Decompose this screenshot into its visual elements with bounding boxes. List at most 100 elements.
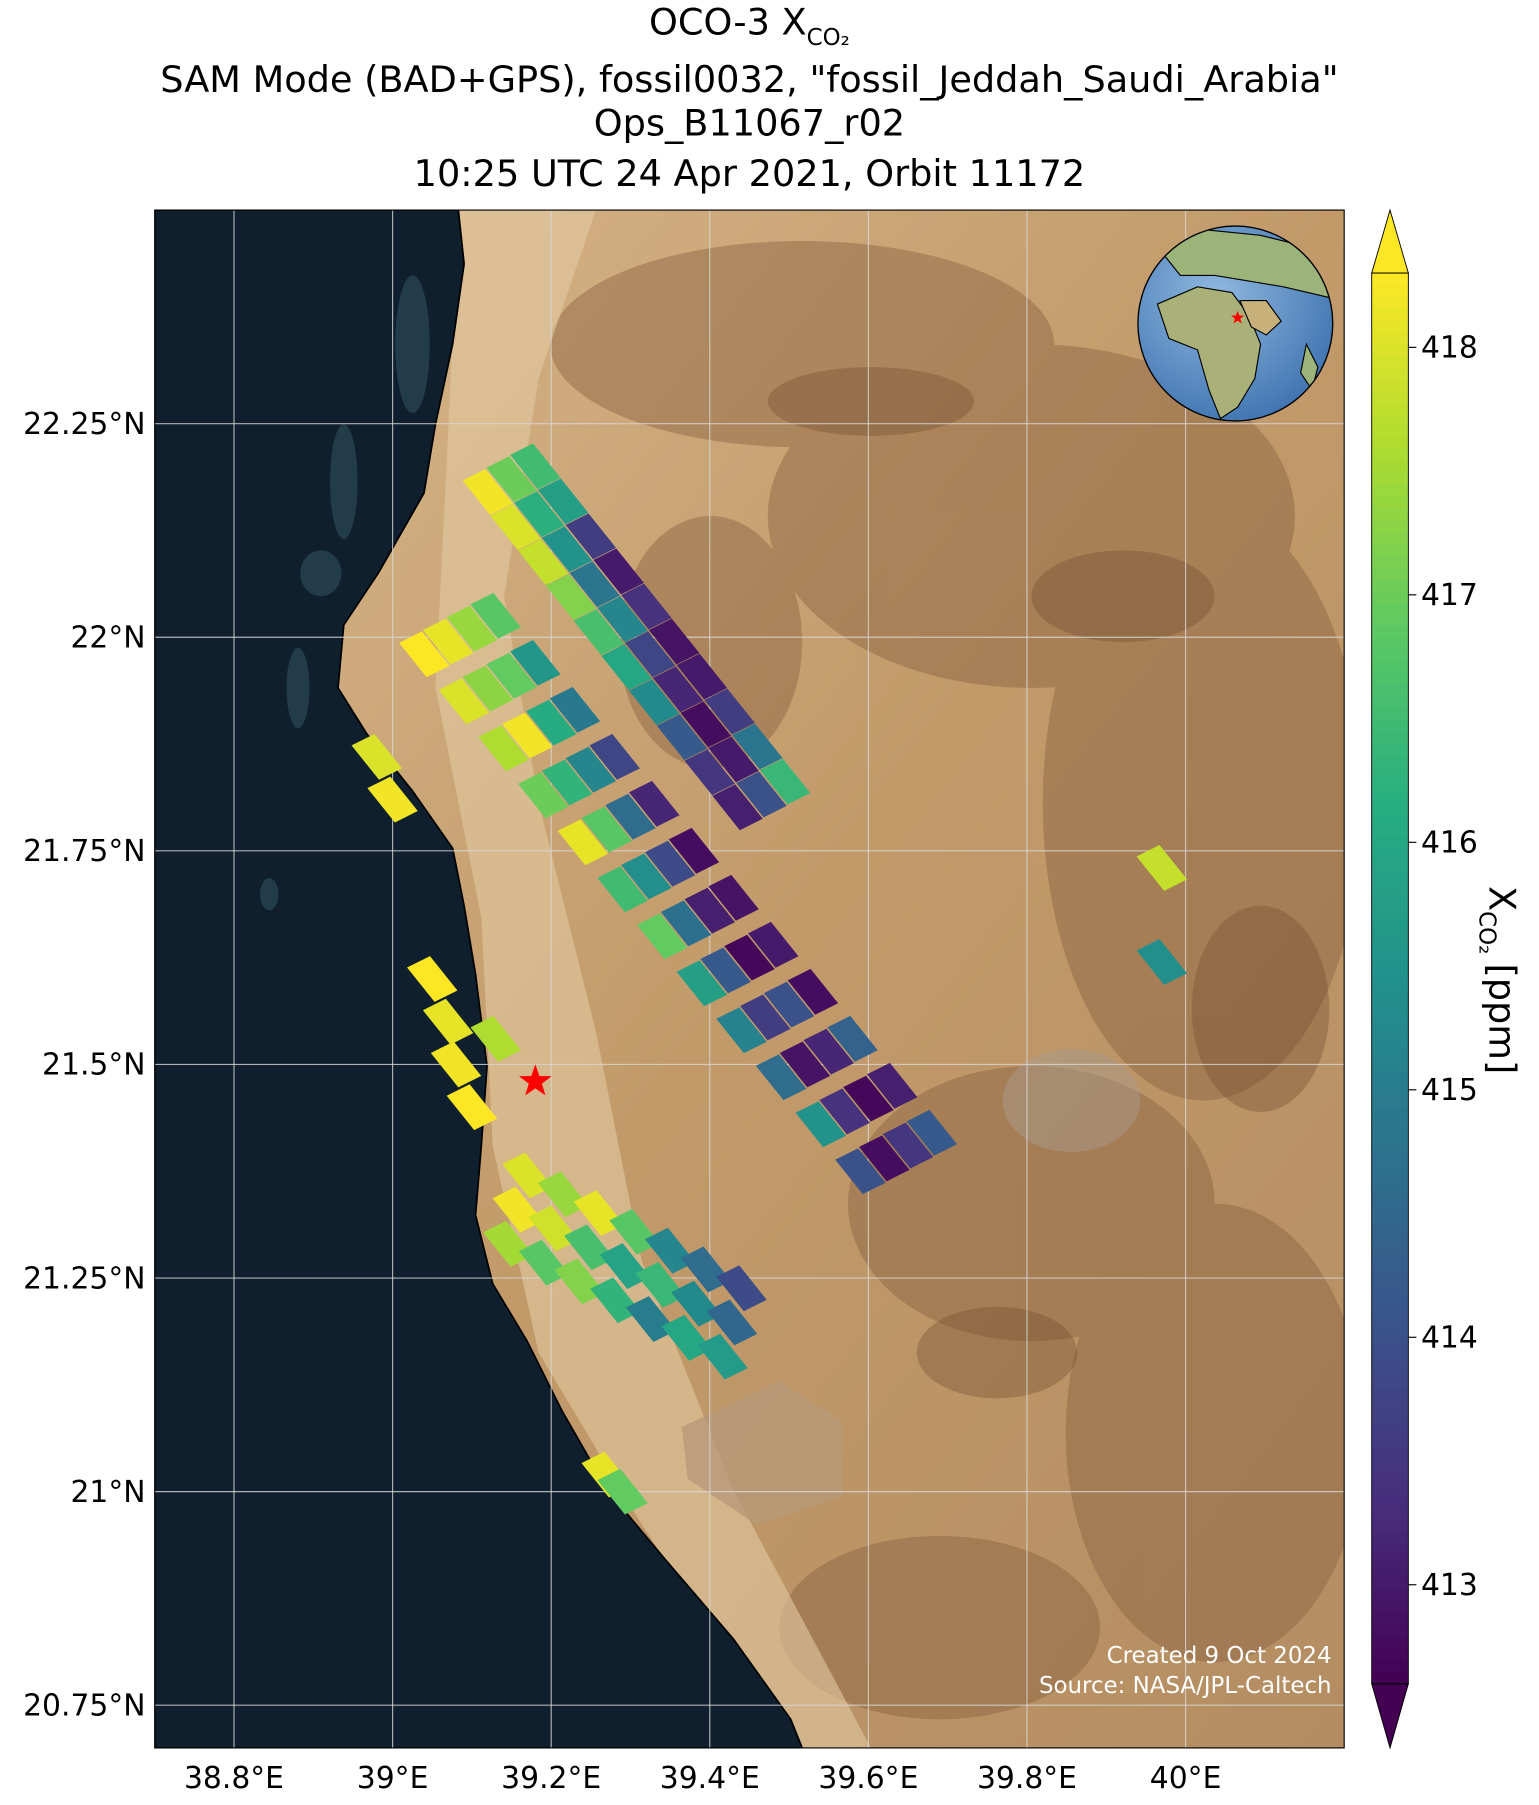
colorbar-step — [1371, 1025, 1409, 1038]
sounding — [697, 1333, 748, 1380]
colorbar-tick-label: 415 — [1421, 1073, 1478, 1108]
colorbar-step — [1371, 1307, 1409, 1321]
colorbar-step — [1371, 1554, 1409, 1567]
colorbar-step — [1371, 1660, 1409, 1673]
colorbar-step — [1371, 1648, 1409, 1661]
sounding — [486, 456, 537, 503]
colorbar-label: XCO₂ [ppm] — [1473, 886, 1523, 1074]
sounding — [882, 1122, 934, 1169]
x-tick-label: 40°E — [1150, 1761, 1222, 1796]
colorbar-step — [1371, 1378, 1409, 1391]
colorbar-step — [1371, 1237, 1409, 1250]
globe-target — [1231, 310, 1245, 324]
colorbar-step — [1371, 1295, 1409, 1309]
sounding — [748, 921, 799, 968]
sounding — [906, 1109, 958, 1156]
colorbar-step — [1371, 390, 1409, 404]
colorbar-step — [1371, 860, 1409, 874]
colorbar-step — [1371, 378, 1409, 392]
colorbar-step — [1371, 1577, 1409, 1591]
colorbar-step — [1371, 296, 1409, 310]
sounding — [518, 1239, 570, 1286]
colorbar-step — [1371, 555, 1409, 568]
sounding — [656, 714, 708, 761]
sounding — [661, 1314, 713, 1361]
soundings — [351, 443, 1188, 1515]
sounding — [569, 561, 621, 608]
colorbar-step — [1371, 1213, 1409, 1226]
target-marker — [518, 1064, 552, 1096]
sounding — [644, 840, 696, 887]
sounding — [554, 1258, 605, 1305]
sounding — [446, 1084, 498, 1131]
colorbar-step — [1371, 649, 1409, 662]
sounding — [462, 665, 513, 712]
ridges — [767, 367, 1330, 1399]
colorbar-step — [1371, 1084, 1409, 1097]
sounding — [478, 725, 529, 772]
sounding — [625, 1296, 677, 1342]
colorbar-step — [1371, 1624, 1409, 1638]
sounding — [700, 947, 751, 994]
colorbar-step — [1371, 931, 1409, 944]
colorbar-step — [1371, 1095, 1409, 1109]
sounding — [648, 618, 700, 665]
colorbar-tick-label: 417 — [1421, 578, 1478, 613]
colorbar-step — [1371, 1636, 1409, 1650]
sounding — [644, 1227, 696, 1274]
sounding — [490, 504, 541, 550]
sounding — [581, 806, 632, 853]
sounding — [541, 526, 593, 573]
colorbar-step — [1371, 1601, 1409, 1614]
sounding — [763, 981, 815, 1028]
sounding — [795, 1101, 847, 1148]
sounding — [652, 666, 704, 713]
sounding — [590, 1277, 641, 1324]
colorbar-step — [1371, 1460, 1409, 1473]
subtitle: Ops_B11067_r02 — [594, 102, 905, 145]
sounding — [819, 1088, 870, 1135]
colorbar-step — [1371, 978, 1409, 991]
chart-title: OCO-3 XCO₂ — [649, 1, 850, 51]
sounding — [573, 1190, 624, 1237]
subtitle: 10:25 UTC 24 Apr 2021, Orbit 11172 — [414, 152, 1086, 195]
colorbar-step — [1371, 1225, 1409, 1238]
colorbar-step — [1371, 355, 1409, 368]
credit: Source: NASA/JPL-Caltech — [1039, 1673, 1332, 1699]
colorbar-step — [1371, 1013, 1409, 1027]
sounding — [510, 443, 561, 490]
colorbar-step — [1371, 1319, 1409, 1332]
sounding — [843, 1075, 894, 1122]
colorbar-step — [1371, 802, 1409, 815]
colorbar-step — [1371, 849, 1409, 862]
sounding — [351, 733, 402, 780]
colorbar-label-unit: [ppm] — [1481, 963, 1524, 1074]
sounding — [597, 596, 648, 643]
colorbar-step — [1371, 1613, 1409, 1626]
colorbar-step — [1371, 1284, 1409, 1297]
colorbar-step — [1371, 1542, 1409, 1556]
sounding — [565, 746, 617, 793]
sounding — [609, 1208, 660, 1255]
colorbar-step — [1371, 1507, 1409, 1520]
colorbar-step — [1371, 1519, 1409, 1532]
sounding — [716, 1007, 767, 1054]
sounding — [430, 1041, 482, 1088]
colorbar-step — [1371, 696, 1409, 709]
sounding — [716, 1265, 767, 1312]
colorbar-step — [1371, 1483, 1409, 1497]
sounding — [470, 592, 521, 639]
y-tick-label: 22°N — [70, 621, 145, 656]
sounding — [866, 1062, 918, 1109]
sounding — [438, 678, 490, 725]
sounding — [599, 1243, 651, 1289]
colorbar-step — [1371, 308, 1409, 321]
sounding — [597, 866, 648, 913]
colorbar-step — [1371, 1436, 1409, 1450]
sounding — [518, 539, 569, 585]
sounding — [708, 736, 759, 783]
sounding — [668, 827, 720, 874]
sounding — [1136, 938, 1188, 985]
coastal-plain — [435, 210, 871, 1748]
colorbar-step — [1371, 414, 1409, 427]
